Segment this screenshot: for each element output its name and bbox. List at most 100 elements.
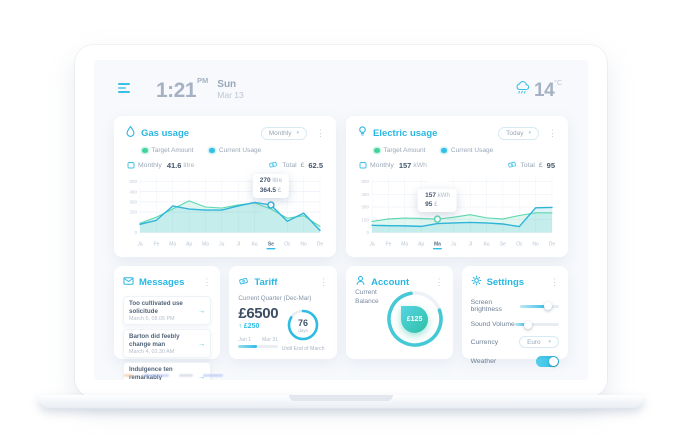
- gas-legend: Target Amount Current Usage: [142, 147, 325, 154]
- gas-usage-chart[interactable]: 500 400 300 200 0 Ja Fe Ma Ap Ma Ju Jl Au Se Oc No De 27…: [125, 172, 325, 257]
- gas-stats-row: Monthly 41.6 litre Total £ 62.5: [127, 160, 323, 171]
- chevron-down-icon: ▾: [528, 130, 531, 136]
- calendar-icon: [359, 161, 367, 171]
- account-card: Account ⋮ Current Balance: [346, 266, 453, 359]
- gas-chart-tooltip: 270 litre 364.5 £: [252, 174, 290, 199]
- banknotes-icon: [238, 273, 249, 291]
- weather-toggle[interactable]: [535, 356, 559, 367]
- volume-label: Sound Volume: [470, 321, 515, 328]
- laptop-base: [38, 395, 644, 409]
- electric-usage-chart[interactable]: 600 450 300 150 0 Ja Fe Ma Ap Ma Ju Jl Au Se Oc No De 15…: [357, 172, 557, 257]
- electric-chart-tooltip: 157 kWh 95 £: [418, 188, 457, 213]
- legend-current-usage[interactable]: Current Usage: [209, 147, 261, 154]
- svg-text:Se: Se: [268, 242, 274, 248]
- messages-card-menu-icon[interactable]: ⋮: [202, 276, 212, 287]
- settings-card-menu-icon[interactable]: ⋮: [549, 276, 559, 287]
- open-message-arrow-icon[interactable]: →: [197, 339, 206, 349]
- svg-text:Ja: Ja: [137, 242, 143, 248]
- electric-stats-row: Monthly 157 kWh Total £ 95: [359, 160, 555, 171]
- legend-target-amount[interactable]: Target Amount: [374, 147, 425, 154]
- electric-usage-value: 157: [398, 161, 412, 170]
- banknotes-icon: [268, 160, 278, 171]
- message-item[interactable]: Barton did feebly change man March 4, 02…: [123, 329, 212, 359]
- svg-text:Fe: Fe: [153, 242, 159, 248]
- messages-card-title: Messages: [139, 276, 185, 288]
- menu-icon[interactable]: [118, 83, 130, 93]
- currency-select[interactable]: Euro ▾: [519, 336, 559, 348]
- meridiem: PM: [197, 76, 209, 85]
- dashboard-header: 1:21PM Sun Mar 13 14 °C: [94, 60, 588, 114]
- toggle-knob: [548, 357, 558, 366]
- svg-text:Se: Se: [500, 242, 506, 248]
- message-item[interactable]: Too cultivated use solicitude March 5, 0…: [123, 296, 212, 326]
- svg-text:400: 400: [129, 189, 137, 194]
- tariff-card-title: Tariff: [254, 276, 278, 288]
- svg-text:Fe: Fe: [385, 242, 391, 248]
- settings-card-title: Settings: [486, 276, 525, 288]
- balance-gauge: £125: [383, 287, 447, 351]
- clock: 1:21PM Sun Mar 13: [156, 76, 244, 103]
- open-message-arrow-icon[interactable]: →: [197, 372, 206, 380]
- electric-usage-unit: kWh: [413, 162, 427, 169]
- tariff-card: Tariff ⋮ Current Quarter (Dec-Mar) £6500…: [229, 266, 338, 359]
- tariff-range-end: Mar 31: [261, 337, 279, 343]
- gas-period-label: Monthly: [138, 162, 162, 169]
- svg-text:Oc: Oc: [516, 242, 523, 248]
- settings-card: Settings ⋮ Screen brightness Sound Volum…: [461, 266, 568, 367]
- gas-usage-unit: litre: [183, 162, 195, 169]
- svg-text:days: days: [298, 328, 308, 333]
- electric-period-label: Monthly: [370, 162, 394, 169]
- volume-slider[interactable]: [514, 320, 559, 329]
- message-item[interactable]: Indulgence ten remarkably March 2, 11.20…: [123, 362, 212, 380]
- svg-text:300: 300: [361, 205, 369, 210]
- selected-point-marker: [267, 201, 275, 209]
- chevron-down-icon: ▾: [548, 339, 551, 345]
- slider-knob[interactable]: [543, 302, 552, 310]
- current-balance-label: Current Balance: [355, 289, 379, 306]
- time: 1:21: [156, 79, 197, 102]
- tariff-subtitle: Current Quarter (Dec-Mar): [238, 295, 312, 302]
- electric-period-dropdown[interactable]: Today ▾: [498, 126, 539, 140]
- svg-text:De: De: [549, 242, 556, 248]
- temperature: 14: [534, 80, 555, 101]
- svg-text:Ap: Ap: [186, 242, 192, 248]
- svg-text:No: No: [532, 242, 539, 248]
- account-card-title: Account: [371, 276, 410, 288]
- svg-text:Au: Au: [483, 242, 489, 248]
- electric-card-menu-icon[interactable]: ⋮: [548, 127, 557, 138]
- svg-text:Ap: Ap: [418, 242, 424, 248]
- svg-text:Ma: Ma: [434, 242, 441, 248]
- electric-total-value: 95: [546, 161, 555, 170]
- messages-card: Messages ⋮ Too cultivated use solicitude…: [114, 266, 221, 380]
- svg-text:Ju: Ju: [451, 242, 457, 248]
- svg-text:0: 0: [366, 230, 369, 235]
- brightness-slider[interactable]: [519, 302, 559, 310]
- green-radio-icon: [374, 147, 380, 154]
- temperature-unit: °C: [554, 80, 562, 87]
- legend-current-usage[interactable]: Current Usage: [441, 147, 493, 154]
- open-message-arrow-icon[interactable]: →: [197, 306, 206, 316]
- weather-widget: 14 °C: [514, 80, 562, 102]
- electric-chart-svg: 600 450 300 150 0 Ja Fe Ma Ap Ma Ju Jl Au Se Oc No De: [361, 176, 556, 250]
- gas-usage-value: 41.6: [166, 161, 182, 170]
- svg-text:200: 200: [129, 210, 137, 215]
- account-card-menu-icon[interactable]: ⋮: [434, 276, 444, 287]
- gas-chart-svg: 500 400 300 200 0 Ja Fe Ma Ap Ma Ju Jl Au Se Oc No De: [129, 176, 323, 250]
- svg-text:Ma: Ma: [401, 242, 408, 248]
- legend-target-amount[interactable]: Target Amount: [142, 147, 193, 154]
- account-balance: £125: [406, 315, 423, 323]
- rain-cloud-icon: [514, 80, 531, 101]
- tariff-progress-bar: [238, 345, 279, 348]
- gas-card-menu-icon[interactable]: ⋮: [316, 127, 325, 138]
- electric-legend: Target Amount Current Usage: [374, 147, 557, 154]
- tariff-range-start: Jan 1: [238, 337, 252, 343]
- person-icon: [355, 273, 366, 291]
- svg-text:500: 500: [129, 179, 137, 184]
- days-remaining-donut: 76 days: [287, 309, 319, 341]
- gas-period-dropdown[interactable]: Monthly ▾: [260, 126, 307, 140]
- slider-knob[interactable]: [524, 320, 533, 329]
- electric-card-title: Electric usage: [373, 127, 438, 139]
- tariff-caption: Until End of March: [281, 346, 325, 352]
- tariff-card-menu-icon[interactable]: ⋮: [319, 276, 329, 287]
- weather-label: Weather: [470, 358, 497, 365]
